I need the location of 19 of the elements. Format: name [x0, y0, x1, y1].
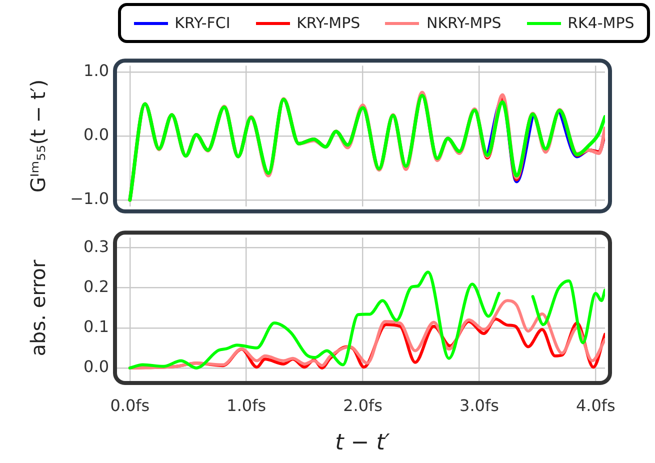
y-axis-title: abs. error — [26, 260, 50, 356]
x-axis-title: t − t′ — [335, 430, 390, 456]
y-tick-label: 0.3 — [84, 236, 109, 256]
legend-label: NKRY-MPS — [426, 14, 502, 32]
y-tick-label: −1.0 — [70, 189, 109, 208]
legend-label: KRY-MPS — [296, 14, 360, 32]
x-tick-label: 4.0fs — [576, 396, 616, 415]
legend-label: RK4-MPS — [568, 14, 634, 32]
x-tick-label: 2.0fs — [343, 396, 382, 415]
legend-label: KRY-FCI — [174, 14, 230, 32]
y-tick-label: 0.0 — [84, 125, 109, 144]
x-tick-label: 3.0fs — [460, 396, 499, 415]
y-tick-label: 0.0 — [84, 357, 109, 376]
y-tick-label: 0.1 — [84, 317, 109, 336]
x-tick-label: 1.0fs — [226, 396, 266, 415]
y-axis-title: Gᴵᵐ₅₅(t − t′) — [26, 79, 50, 193]
y-tick-label: 1.0 — [84, 61, 109, 80]
x-tick-label: 0.0fs — [110, 396, 150, 415]
y-tick-label: 0.2 — [84, 276, 109, 296]
